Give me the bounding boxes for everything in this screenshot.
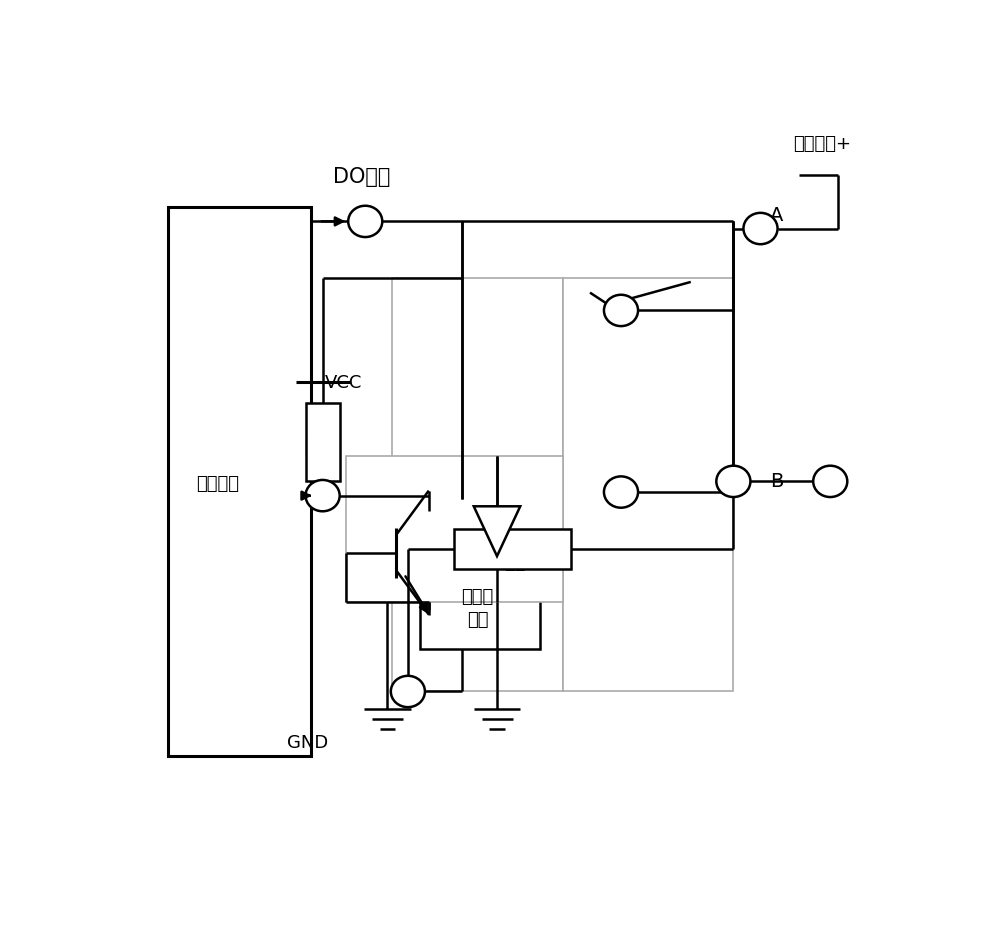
Bar [563,278,733,692]
Bar [420,500,540,648]
Text: 回读监测: 回读监测 [196,475,239,492]
Bar [346,456,563,602]
Text: 电阻: 电阻 [304,438,326,456]
Text: DO控制: DO控制 [333,167,390,187]
Bar [392,278,563,692]
Text: B: B [770,472,783,491]
Circle shape [604,295,638,327]
Text: 查询电压+: 查询电压+ [793,135,851,154]
Bar [168,207,311,756]
Bar [306,403,340,481]
Bar [454,529,571,569]
Text: A: A [770,206,783,225]
Circle shape [306,480,340,512]
Text: 继电器: 继电器 [462,587,494,606]
Text: VCC: VCC [325,374,362,392]
Polygon shape [474,506,520,556]
Text: GND: GND [287,734,328,752]
Circle shape [391,676,425,707]
Circle shape [813,465,847,497]
Circle shape [716,465,750,497]
Text: 电阻: 电阻 [504,554,526,573]
Text: 线圈: 线圈 [467,611,488,629]
Circle shape [743,213,778,244]
Circle shape [348,205,382,237]
Circle shape [604,476,638,508]
